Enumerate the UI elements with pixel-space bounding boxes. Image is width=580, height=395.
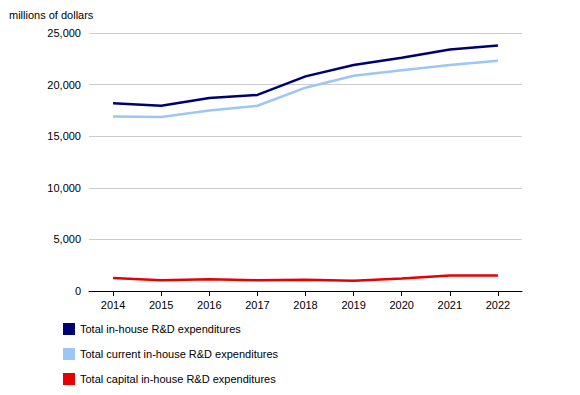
svg-text:2021: 2021 — [438, 299, 462, 311]
svg-text:2020: 2020 — [389, 299, 413, 311]
svg-text:2014: 2014 — [101, 299, 125, 311]
svg-text:20,000: 20,000 — [47, 79, 81, 91]
svg-text:10,000: 10,000 — [47, 182, 81, 194]
svg-text:2019: 2019 — [341, 299, 365, 311]
svg-text:5,000: 5,000 — [53, 233, 81, 245]
svg-text:2022: 2022 — [486, 299, 510, 311]
svg-text:15,000: 15,000 — [47, 130, 81, 142]
svg-text:2018: 2018 — [293, 299, 317, 311]
svg-text:Total in-house R&D expenditure: Total in-house R&D expenditures — [80, 323, 241, 335]
svg-text:millions of dollars: millions of dollars — [9, 9, 94, 21]
svg-text:2015: 2015 — [149, 299, 173, 311]
svg-text:Total current in-house R&D exp: Total current in-house R&D expenditures — [80, 348, 279, 360]
svg-text:25,000: 25,000 — [47, 27, 81, 39]
svg-text:0: 0 — [75, 285, 81, 297]
svg-text:2017: 2017 — [245, 299, 269, 311]
svg-text:2016: 2016 — [197, 299, 221, 311]
svg-text:Total capital in-house R&D exp: Total capital in-house R&D expenditures — [80, 373, 276, 385]
